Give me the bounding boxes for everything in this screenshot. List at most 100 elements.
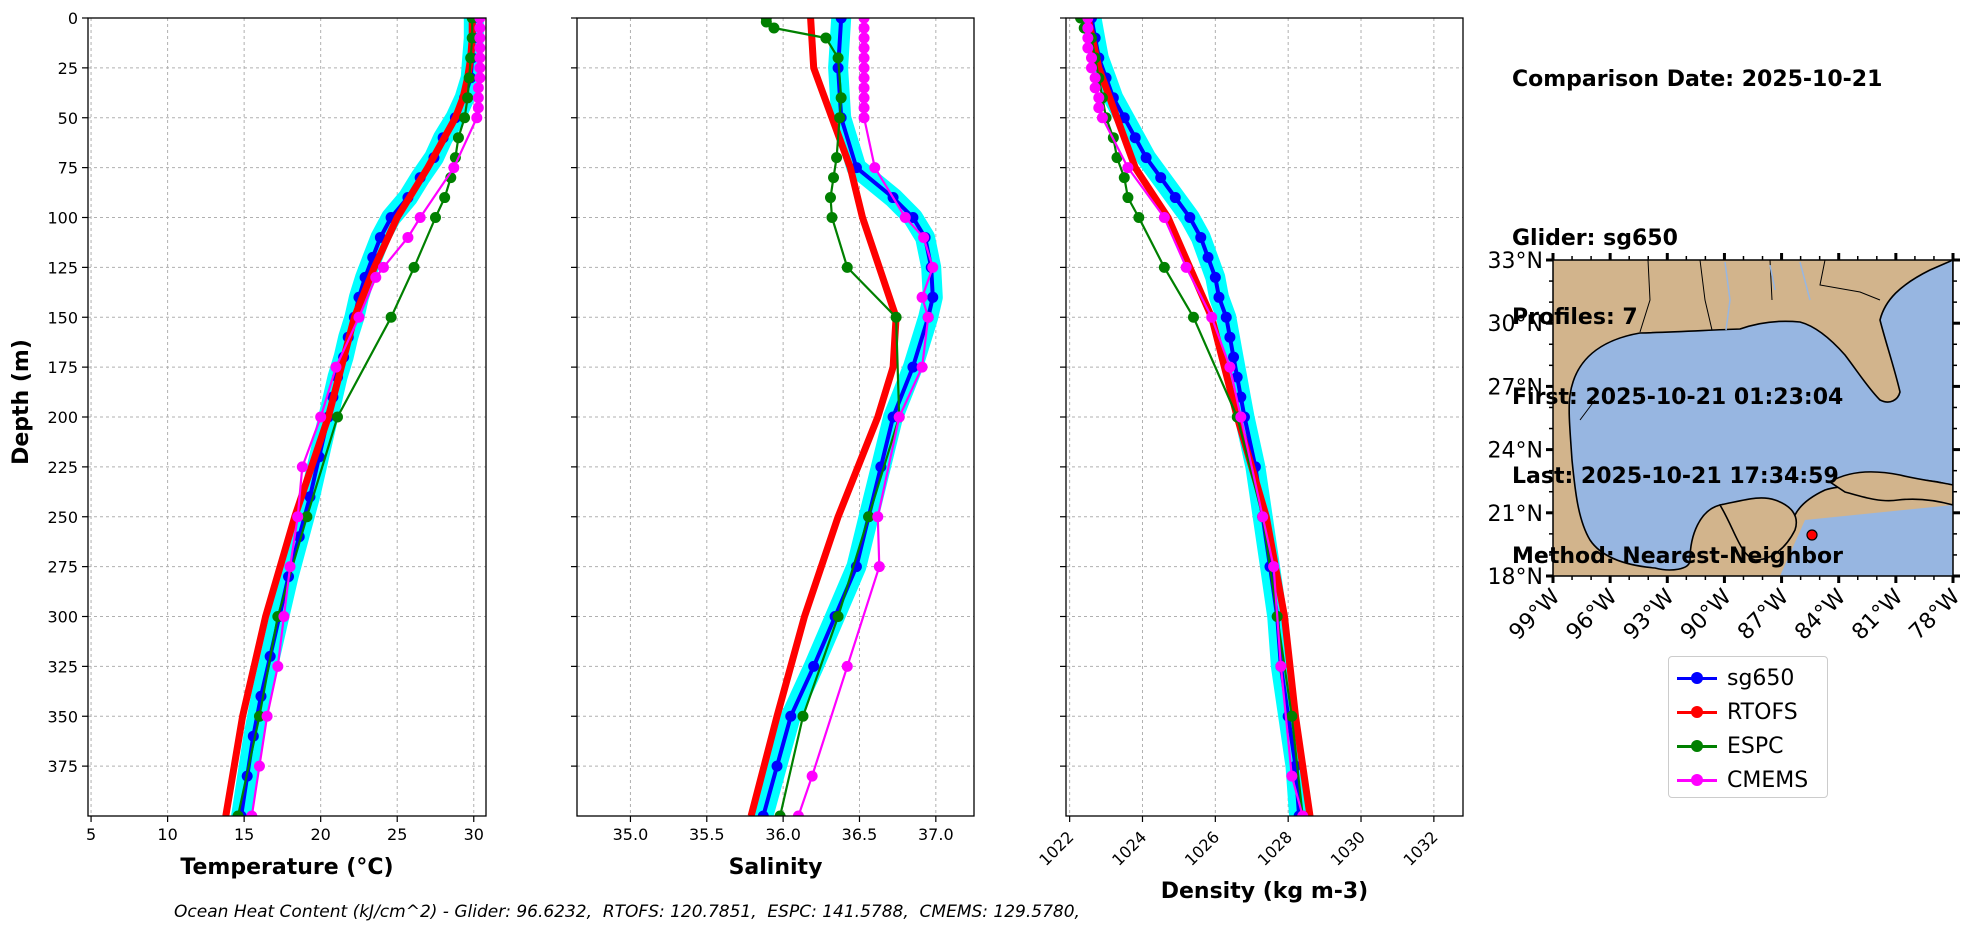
yucatan-peninsula xyxy=(1718,497,1797,561)
point-cmems xyxy=(1085,62,1097,74)
point-cmems xyxy=(858,82,870,94)
profile-count: Profiles: 7 xyxy=(1512,305,1638,330)
point-sg650 xyxy=(907,361,919,373)
point-cmems xyxy=(858,112,870,124)
y-tick-label: 375 xyxy=(47,757,78,776)
point-cmems xyxy=(414,212,426,223)
x-tick-label: 1026 xyxy=(1181,827,1223,869)
point-sg650 xyxy=(1224,331,1236,343)
point-espc xyxy=(835,92,847,104)
legend-item-cmems: CMEMS xyxy=(1677,763,1819,797)
y-tick-label: 325 xyxy=(47,657,78,676)
x-tick-label: 15 xyxy=(234,825,254,844)
point-cmems xyxy=(858,42,870,54)
point-sg650 xyxy=(1209,271,1221,283)
point-espc xyxy=(1286,710,1298,722)
point-cmems xyxy=(330,361,342,373)
point-sg650 xyxy=(1213,291,1225,303)
y-tick-label: 225 xyxy=(47,458,78,477)
ocean-heat-content-caption: Ocean Heat Content (kJ/cm^2) - Glider: 9… xyxy=(174,902,1080,922)
y-axis-label: Depth (m) xyxy=(9,339,34,465)
point-cmems xyxy=(474,72,486,84)
legend-swatch-rtofs xyxy=(1677,702,1717,722)
point-cmems xyxy=(1082,32,1094,44)
grid-temperature xyxy=(88,17,486,816)
y-tick-label: 0 xyxy=(68,9,78,28)
point-cmems xyxy=(474,32,486,44)
legend-label-sg650: sg650 xyxy=(1727,665,1795,691)
point-espc xyxy=(863,511,875,523)
point-sg650 xyxy=(771,760,783,772)
method: Method: Nearest-Neighbor xyxy=(1512,543,1843,569)
point-cmems xyxy=(858,32,870,44)
point-espc xyxy=(459,112,471,124)
legend-item-sg650: sg650 xyxy=(1677,661,1819,695)
point-cmems xyxy=(1096,112,1108,124)
point-espc xyxy=(463,72,475,84)
point-espc xyxy=(828,172,840,184)
y-tick-label: 300 xyxy=(47,608,78,627)
point-cmems xyxy=(1275,660,1287,672)
point-cmems xyxy=(1082,18,1094,24)
point-sg650 xyxy=(1169,192,1181,204)
caribbean-sea xyxy=(1780,505,1953,576)
y-tick-label: 200 xyxy=(47,408,78,427)
point-espc xyxy=(826,212,838,223)
legend-label-espc: ESPC xyxy=(1727,733,1784,759)
point-cmems xyxy=(472,92,484,104)
point-espc xyxy=(824,192,836,204)
point-sg650 xyxy=(1228,351,1240,363)
point-cmems xyxy=(1082,22,1094,34)
point-espc xyxy=(797,710,809,722)
map-lat-label: 33°N xyxy=(1488,249,1543,274)
y-tick-label: 275 xyxy=(47,558,78,577)
legend: sg650 RTOFS ESPC CMEMS xyxy=(1668,656,1828,798)
point-cmems xyxy=(792,810,804,816)
point-cmems xyxy=(916,361,928,373)
point-cmems xyxy=(474,52,486,64)
point-cmems xyxy=(922,311,934,323)
point-cmems xyxy=(1089,72,1101,84)
y-tick-label: 50 xyxy=(58,109,78,128)
grid-salinity xyxy=(577,17,974,816)
location-map: 33°N30°N27°N24°N21°N18°N99°W96°W93°W90°W… xyxy=(1488,249,1966,645)
point-cmems xyxy=(918,231,930,243)
x-tick-label: 30 xyxy=(464,825,484,844)
y-tick-label: 25 xyxy=(58,59,78,78)
point-cmems xyxy=(927,261,939,273)
point-cmems xyxy=(1158,212,1170,223)
legend-label-cmems: CMEMS xyxy=(1727,767,1809,793)
x-tick-label: 1030 xyxy=(1327,827,1369,869)
point-espc xyxy=(1111,152,1123,164)
point-cmems xyxy=(873,561,885,573)
point-cmems xyxy=(858,62,870,74)
point-espc xyxy=(1187,311,1199,323)
x-tick-label: 1028 xyxy=(1254,827,1296,869)
x-axis-label-temperature: Temperature (°C) xyxy=(180,855,393,880)
point-cmems xyxy=(858,52,870,64)
y-tick-label: 175 xyxy=(47,358,78,377)
point-cmems xyxy=(315,411,327,423)
point-espc xyxy=(332,411,344,423)
point-cmems xyxy=(1297,810,1309,816)
cuba xyxy=(1828,471,1953,506)
point-cmems xyxy=(292,511,304,523)
point-sg650 xyxy=(907,212,919,223)
point-cmems xyxy=(893,411,905,423)
legend-swatch-cmems xyxy=(1677,770,1717,790)
point-sg650 xyxy=(835,18,847,24)
y-tick-label: 250 xyxy=(47,508,78,527)
point-espc xyxy=(832,52,844,64)
x-tick-label: 5 xyxy=(86,825,96,844)
x-tick-label: 35.0 xyxy=(613,825,649,844)
comparison-info: Comparison Date: 2025-10-21 Glider: sg65… xyxy=(1512,14,1882,597)
point-espc xyxy=(465,52,477,64)
glider-position-marker xyxy=(1806,529,1818,541)
point-espc xyxy=(1118,172,1130,184)
point-espc xyxy=(774,810,786,816)
x-tick-label: 25 xyxy=(387,825,407,844)
point-espc xyxy=(760,18,772,28)
point-cmems xyxy=(858,72,870,84)
point-cmems xyxy=(246,810,258,816)
